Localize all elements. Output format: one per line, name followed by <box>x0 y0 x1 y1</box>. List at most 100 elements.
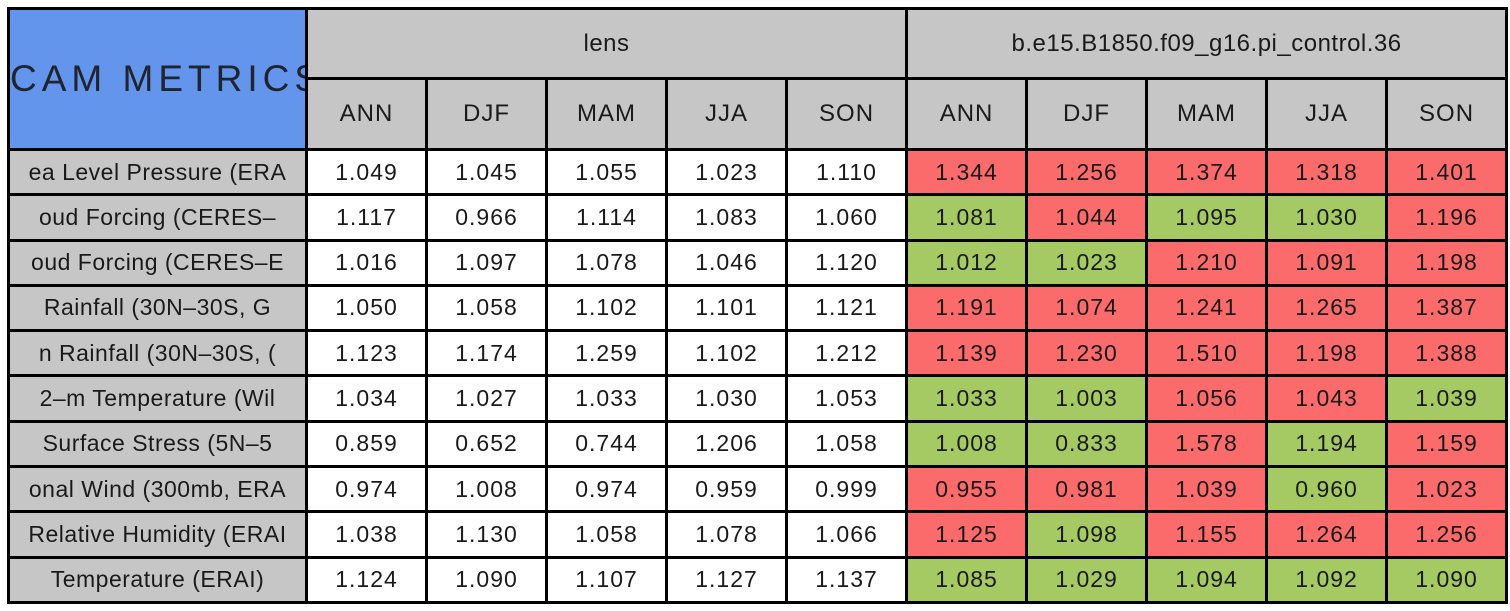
lens-cell: 1.117 <box>305 193 428 242</box>
lens-cell: 0.974 <box>545 465 668 514</box>
control-cell: 1.085 <box>905 555 1029 605</box>
control-cell: 1.044 <box>1025 193 1149 242</box>
season-header-lens-ann: ANN <box>305 77 428 151</box>
control-cell: 1.264 <box>1265 510 1389 559</box>
table-row: Relative Humidity (ERAI 1.038 1.130 1.05… <box>7 510 1509 559</box>
table-row: n Rainfall (30N–30S, ( 1.123 1.174 1.259… <box>7 329 1509 378</box>
lens-cell: 1.121 <box>784 283 909 333</box>
control-cell: 1.388 <box>1385 329 1509 378</box>
lens-cell: 0.859 <box>305 419 428 469</box>
control-cell: 1.023 <box>1025 238 1149 287</box>
row-label: onal Wind (300mb, ERA <box>7 465 308 514</box>
control-cell: 1.510 <box>1145 329 1269 378</box>
season-header-control-mam: MAM <box>1145 77 1269 151</box>
control-cell: 1.029 <box>1025 555 1149 605</box>
lens-cell: 1.049 <box>305 147 428 197</box>
lens-cell: 1.259 <box>545 329 668 378</box>
cam-metrics-table: CAM METRICS lens b.e15.B1850.f09_g16.pi_… <box>7 6 1509 605</box>
control-cell: 1.030 <box>1265 193 1389 242</box>
lens-cell: 1.083 <box>665 193 788 242</box>
control-cell: 1.033 <box>905 374 1029 423</box>
row-label: Surface Stress (5N–5 <box>7 419 308 469</box>
control-cell: 1.139 <box>905 329 1029 378</box>
control-cell: 1.344 <box>905 147 1029 197</box>
lens-cell: 1.137 <box>784 555 909 605</box>
control-cell: 1.241 <box>1145 283 1269 333</box>
control-cell: 1.265 <box>1265 283 1389 333</box>
lens-cell: 0.999 <box>784 465 909 514</box>
control-cell: 1.023 <box>1385 465 1509 514</box>
table-row: ea Level Pressure (ERA 1.049 1.045 1.055… <box>7 147 1509 197</box>
control-cell: 0.955 <box>905 465 1029 514</box>
lens-cell: 1.206 <box>665 419 788 469</box>
lens-cell: 1.102 <box>545 283 668 333</box>
lens-cell: 1.050 <box>305 283 428 333</box>
control-cell: 1.159 <box>1385 419 1509 469</box>
control-cell: 1.095 <box>1145 193 1269 242</box>
lens-cell: 1.097 <box>425 238 548 287</box>
lens-cell: 1.124 <box>305 555 428 605</box>
cam-metrics-table-wrap: CAM METRICS lens b.e15.B1850.f09_g16.pi_… <box>7 6 1509 605</box>
control-cell: 1.210 <box>1145 238 1269 287</box>
control-cell: 1.256 <box>1385 510 1509 559</box>
lens-cell: 1.120 <box>784 238 909 287</box>
table-row: onal Wind (300mb, ERA 0.974 1.008 0.974 … <box>7 465 1509 514</box>
row-label: Temperature (ERAI) <box>7 555 308 605</box>
control-cell: 1.401 <box>1385 147 1509 197</box>
control-cell: 1.318 <box>1265 147 1389 197</box>
control-cell: 0.981 <box>1025 465 1149 514</box>
season-header-lens-son: SON <box>784 77 909 151</box>
lens-cell: 0.959 <box>665 465 788 514</box>
control-cell: 0.833 <box>1025 419 1149 469</box>
lens-cell: 1.058 <box>545 510 668 559</box>
season-header-control-djf: DJF <box>1025 77 1149 151</box>
lens-cell: 1.078 <box>545 238 668 287</box>
lens-cell: 1.101 <box>665 283 788 333</box>
control-cell: 1.091 <box>1265 238 1389 287</box>
lens-cell: 1.045 <box>425 147 548 197</box>
season-header-lens-jja: JJA <box>665 77 788 151</box>
season-header-lens-djf: DJF <box>425 77 548 151</box>
control-cell: 1.196 <box>1385 193 1509 242</box>
season-header-control-son: SON <box>1385 77 1509 151</box>
control-cell: 1.081 <box>905 193 1029 242</box>
lens-cell: 1.016 <box>305 238 428 287</box>
lens-cell: 1.102 <box>665 329 788 378</box>
table-row: Surface Stress (5N–5 0.859 0.652 0.744 1… <box>7 419 1509 469</box>
lens-cell: 0.652 <box>425 419 548 469</box>
season-header-control-jja: JJA <box>1265 77 1389 151</box>
lens-cell: 1.055 <box>545 147 668 197</box>
lens-cell: 1.110 <box>784 147 909 197</box>
season-header-control-ann: ANN <box>905 77 1029 151</box>
table-row: 2–m Temperature (Wil 1.034 1.027 1.033 1… <box>7 374 1509 423</box>
control-cell: 1.387 <box>1385 283 1509 333</box>
control-cell: 0.960 <box>1265 465 1389 514</box>
control-cell: 1.056 <box>1145 374 1269 423</box>
control-cell: 1.074 <box>1025 283 1149 333</box>
lens-cell: 1.058 <box>425 283 548 333</box>
lens-cell: 1.066 <box>784 510 909 559</box>
control-cell: 1.230 <box>1025 329 1149 378</box>
row-label: oud Forcing (CERES– <box>7 193 308 242</box>
table-row: oud Forcing (CERES–E 1.016 1.097 1.078 1… <box>7 238 1509 287</box>
table-row: Temperature (ERAI) 1.124 1.090 1.107 1.1… <box>7 555 1509 605</box>
control-cell: 1.039 <box>1385 374 1509 423</box>
lens-cell: 1.023 <box>665 147 788 197</box>
control-cell: 1.043 <box>1265 374 1389 423</box>
control-cell: 1.003 <box>1025 374 1149 423</box>
control-cell: 1.198 <box>1385 238 1509 287</box>
lens-cell: 1.046 <box>665 238 788 287</box>
lens-cell: 1.078 <box>665 510 788 559</box>
lens-cell: 1.053 <box>784 374 909 423</box>
control-cell: 1.094 <box>1145 555 1269 605</box>
lens-cell: 1.027 <box>425 374 548 423</box>
lens-cell: 1.123 <box>305 329 428 378</box>
lens-cell: 1.114 <box>545 193 668 242</box>
control-cell: 1.039 <box>1145 465 1269 514</box>
control-cell: 1.374 <box>1145 147 1269 197</box>
control-cell: 1.008 <box>905 419 1029 469</box>
lens-cell: 1.060 <box>784 193 909 242</box>
row-label: Rainfall (30N–30S, G <box>7 283 308 333</box>
season-header-lens-mam: MAM <box>545 77 668 151</box>
control-cell: 1.194 <box>1265 419 1389 469</box>
